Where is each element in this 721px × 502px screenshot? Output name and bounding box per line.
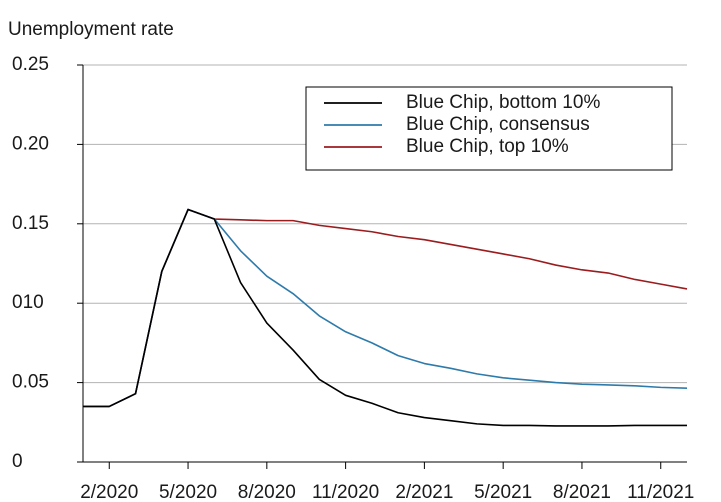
legend-label: Blue Chip, top 10% bbox=[406, 136, 569, 157]
x-tick-label: 8/2021 bbox=[553, 482, 611, 502]
legend-label: Blue Chip, bottom 10% bbox=[406, 92, 600, 113]
chart-title: Unemployment rate bbox=[8, 19, 174, 40]
x-tick-label: 11/2020 bbox=[312, 482, 379, 502]
x-tick-label: 8/2020 bbox=[238, 482, 296, 502]
y-tick-label: 0.15 bbox=[12, 213, 49, 234]
x-tick-label: 2/2020 bbox=[80, 482, 138, 502]
x-tick-label: 2/2021 bbox=[395, 482, 453, 502]
x-tick-label: 5/2020 bbox=[159, 482, 217, 502]
x-tick-label: 5/2021 bbox=[474, 482, 532, 502]
series-line bbox=[83, 208, 687, 427]
y-tick-label: 0.20 bbox=[12, 133, 49, 154]
legend-box bbox=[305, 86, 673, 171]
y-tick-label: 0 bbox=[12, 451, 23, 472]
y-tick-label: 0.05 bbox=[12, 372, 49, 393]
x-tick-label: 11/2021 bbox=[627, 482, 694, 502]
series-line bbox=[83, 208, 688, 408]
y-tick-label: 010 bbox=[12, 292, 44, 313]
series-line bbox=[83, 208, 688, 408]
y-tick-label: 0.25 bbox=[12, 54, 49, 75]
legend-label: Blue Chip, consensus bbox=[406, 114, 590, 135]
